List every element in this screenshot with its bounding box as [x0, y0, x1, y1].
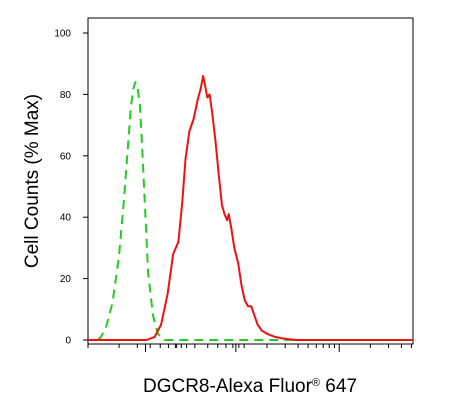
y-axis: 0 20 40 60 80 100 [54, 29, 88, 347]
y-tick-label-3: 60 [60, 151, 72, 162]
plot-frame [87, 17, 414, 345]
y-tick-label-2: 40 [60, 213, 72, 224]
y-axis-title: Cell Counts (% Max) [22, 94, 43, 268]
series-line-0 [97, 81, 413, 341]
x-axis [87, 344, 412, 352]
y-tick-label-1: 20 [60, 274, 72, 285]
y-tick-label-5: 100 [54, 29, 71, 40]
y-tick-label-0: 0 [65, 336, 71, 347]
x-axis-title-main: DGCR8-Alexa Fluor [143, 376, 313, 397]
registered-mark: ® [312, 377, 320, 389]
y-tick-label-4: 80 [60, 90, 72, 101]
series-line-1 [88, 75, 413, 341]
series-group [88, 75, 413, 341]
x-axis-title: DGCR8-Alexa Fluor® 647 [143, 376, 357, 397]
x-axis-title-suffix: 647 [320, 376, 357, 397]
